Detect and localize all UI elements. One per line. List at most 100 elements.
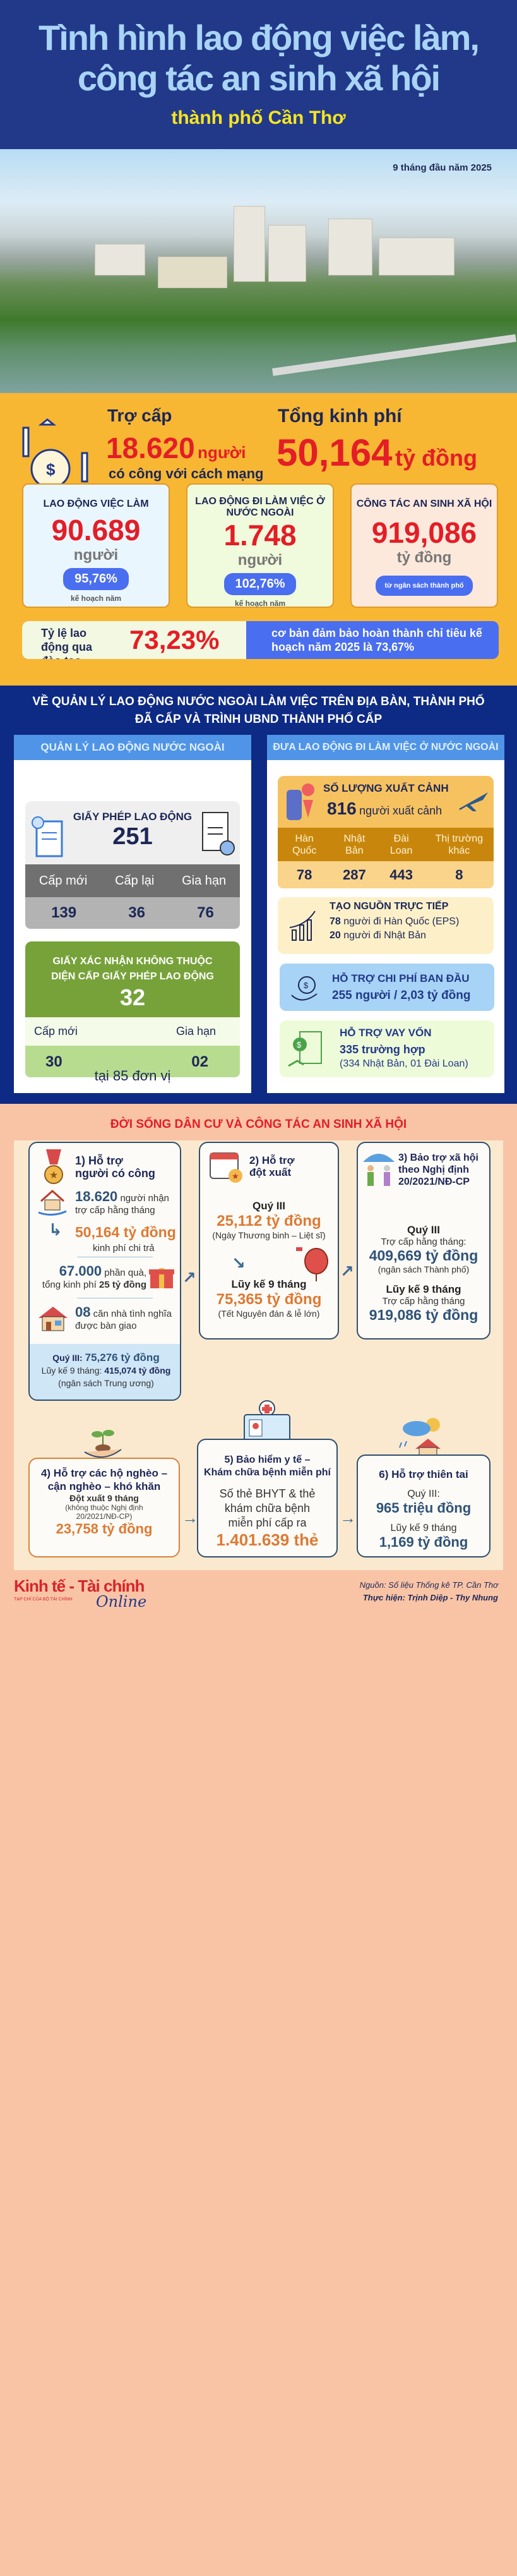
q-text: Trợ cấp hằng tháng: <box>381 1237 466 1247</box>
q-note: (ngân sách Thành phố) <box>377 1264 470 1274</box>
panel-header: QUẢN LÝ LAO ĐỘNG NƯỚC NGOÀI <box>14 735 251 760</box>
confirm-box: GIẤY XÁC NHẬN KHÔNG THUỘC DIỆN CẤP GIẤY … <box>25 941 240 1017</box>
health-insurance-card-icon <box>244 1400 290 1444</box>
source-text: người đi Hàn Quốc (EPS) <box>343 916 460 927</box>
q-note: (Ngày Thương binh – Liệt sĩ) <box>212 1230 326 1240</box>
initial-cost-box: $ HỖ TRỢ CHI PHÍ BAN ĐẦU 255 người / 2,0… <box>280 964 494 1011</box>
card-unit: tỷ đồng <box>396 549 452 566</box>
box-title: 3) Bảo trợ xã hội <box>398 1152 478 1163</box>
page-subtitle: thành phố Cần Thơ <box>171 107 346 128</box>
card-title: CÔNG TÁC AN SINH XÃ HỘI <box>356 499 492 509</box>
box-title: 5) Bảo hiểm y tế – <box>224 1454 311 1465</box>
col-label: Gia hạn <box>175 1025 216 1037</box>
col-value: 76 <box>197 904 214 921</box>
acc-label: Lũy kế 9 tháng <box>386 1283 461 1295</box>
permit-values: 139 36 76 <box>25 897 240 929</box>
card-note: kế hoạch năm <box>70 594 122 603</box>
card-percent: 95,76% <box>63 568 129 590</box>
exit-stat: 816 người xuất cảnh <box>327 799 442 819</box>
subsidy-desc: có công với cách mạng <box>109 466 264 481</box>
b4-sub: Đột xuất 9 tháng <box>69 1493 139 1503</box>
col-label: Gia hạn <box>182 873 227 888</box>
subsidy-stat: 18.620 người <box>106 431 246 465</box>
card-percent: 102,76% <box>223 573 297 595</box>
box-title: 4) Hỗ trợ các hộ nghèo – <box>40 1467 168 1479</box>
acc-value: 919,086 tỷ đồng <box>369 1307 478 1323</box>
license-icon <box>202 812 235 856</box>
social-section: ĐỜI SỐNG DÂN CƯ VÀ CÔNG TÁC AN SINH XÃ H… <box>0 1104 517 1618</box>
permit-value: 251 <box>112 823 153 850</box>
umbrella-family-icon <box>363 1154 395 1186</box>
heading-line: ĐÃ CẤP VÀ TRÌNH UBND THÀNH PHỐ CẤP <box>134 713 383 726</box>
box-title: 2) Hỗ trợ <box>249 1154 295 1166</box>
gift-icon <box>149 1268 174 1288</box>
q-label: Quý III <box>407 1224 440 1236</box>
svg-text:★: ★ <box>232 1171 239 1181</box>
card-value: 90.689 <box>51 514 141 547</box>
panel-overseas-labor: ĐƯA LAO ĐỘNG ĐI LÀM VIỆC Ở NƯỚC NGOÀI SỐ… <box>267 735 504 1093</box>
exit-value: 816 <box>327 799 357 818</box>
arrow-icon: ↗ <box>182 1268 196 1287</box>
card-title: LAO ĐỘNG ĐI LÀM VIỆC Ở NƯỚC NGOÀI <box>195 496 325 518</box>
arrow-icon: → <box>340 1508 356 1527</box>
acc-text: Trợ cấp hằng tháng <box>382 1296 465 1307</box>
house-icon <box>39 1307 68 1331</box>
market-value: 8 <box>455 866 463 883</box>
medal-icon: ★ <box>44 1149 63 1184</box>
confirm-values: 30 02 <box>25 1046 240 1077</box>
source-line: 78 người đi Hàn Quốc (EPS) <box>330 916 459 928</box>
q-label: Quý III: <box>52 1353 83 1363</box>
header-banner: Tình hình lao động việc làm, công tác an… <box>0 0 517 149</box>
confirm-title: GIẤY XÁC NHẬN KHÔNG THUỘC DIỆN CẤP GIẤY … <box>51 956 214 982</box>
card-source: từ ngân sách thành phố <box>376 576 473 596</box>
footer-credit: Thực hiện: Trịnh Diệp - Thy Nhung <box>362 1593 498 1602</box>
card-unit: người <box>73 547 119 564</box>
foreign-labor-section: VỀ QUẢN LÝ LAO ĐỘNG NƯỚC NGOÀI LÀM VIỆC … <box>0 686 517 1104</box>
source-line: 20 người đi Nhật Bản <box>330 930 426 941</box>
source-value: 20 <box>330 930 341 941</box>
footer-credits: Nguồn: Số liệu Thống kê TP. Cần Thơ Thực… <box>360 1579 498 1604</box>
acc-value: 1,169 tỷ đồng <box>379 1534 468 1550</box>
box-emergency-support: ★ 2) Hỗ trợ đột xuất Quý III 25,112 tỷ đồ… <box>199 1142 339 1339</box>
card-note: kế hoạch năm <box>234 599 286 608</box>
title-line-2: công tác an sinh xã hội <box>77 58 441 98</box>
training-value: 73,23% <box>129 625 220 655</box>
total-value: 50,164 <box>276 432 393 474</box>
market-label: Nhật Bản <box>343 833 365 856</box>
total-stat: 50,164 tỷ đồng <box>276 431 477 475</box>
acc-note: (ngân sách Trung ương) <box>58 1378 154 1388</box>
b5-text: miễn phí cấp ra <box>228 1516 307 1529</box>
source-box: TẠO NGUỒN TRỰC TIẾP 78 người đi Hàn Quốc… <box>278 897 494 954</box>
b5-text: Số thẻ BHYT & thẻ <box>219 1487 316 1500</box>
permit-box: GIẤY PHÉP LAO ĐỘNG 251 <box>25 801 240 864</box>
training-desc: cơ bản đảm bảo hoàn thành chỉ tiêu kế ho… <box>271 627 482 653</box>
source-text: người đi Nhật Bản <box>343 930 426 941</box>
b5-text: khám chữa bệnh <box>224 1502 311 1515</box>
box-title: 6) Hỗ trợ thiên tai <box>379 1468 468 1480</box>
total-unit: tỷ đồng <box>395 445 477 471</box>
document-icon <box>32 816 63 857</box>
arrow-icon: → <box>182 1508 198 1527</box>
stat-text: trợ cấp hằng tháng <box>75 1205 155 1216</box>
market-label: Hàn Quốc <box>292 833 317 856</box>
arrow-icon: ↗ <box>340 1262 354 1281</box>
col-value: 02 <box>191 1053 208 1070</box>
b4-note: (không thuộc Nghị định <box>65 1503 143 1512</box>
box-title: Khám chữa bệnh miễn phí <box>204 1467 331 1478</box>
box-title: đột xuất <box>249 1166 292 1178</box>
q-value: 25,112 tỷ đồng <box>217 1212 321 1230</box>
confirm-value: 32 <box>119 984 146 1010</box>
period-label: 9 tháng đầu năm 2025 <box>393 162 492 173</box>
market-value: 78 <box>296 866 312 883</box>
market-columns: Hàn Quốc Nhật Bản Đài Loan Thị trường khác <box>278 828 494 861</box>
stat-text: tổng kinh phí <box>42 1279 97 1290</box>
q-label: Quý III: <box>407 1489 440 1499</box>
box-health-insurance: 5) Bảo hiểm y tế – Khám chữa bệnh miễn ph… <box>197 1439 338 1557</box>
box-title: theo Nghị định <box>398 1164 469 1175</box>
col-label: Cấp lại <box>115 873 155 888</box>
col-value: 30 <box>45 1053 62 1070</box>
units-note: tại 85 đơn vị <box>94 1068 171 1084</box>
exit-unit: người xuất cảnh <box>359 804 443 817</box>
arrow-down-icon: ↘ <box>232 1254 246 1273</box>
stat-value: 50,164 tỷ đồng <box>75 1224 176 1240</box>
